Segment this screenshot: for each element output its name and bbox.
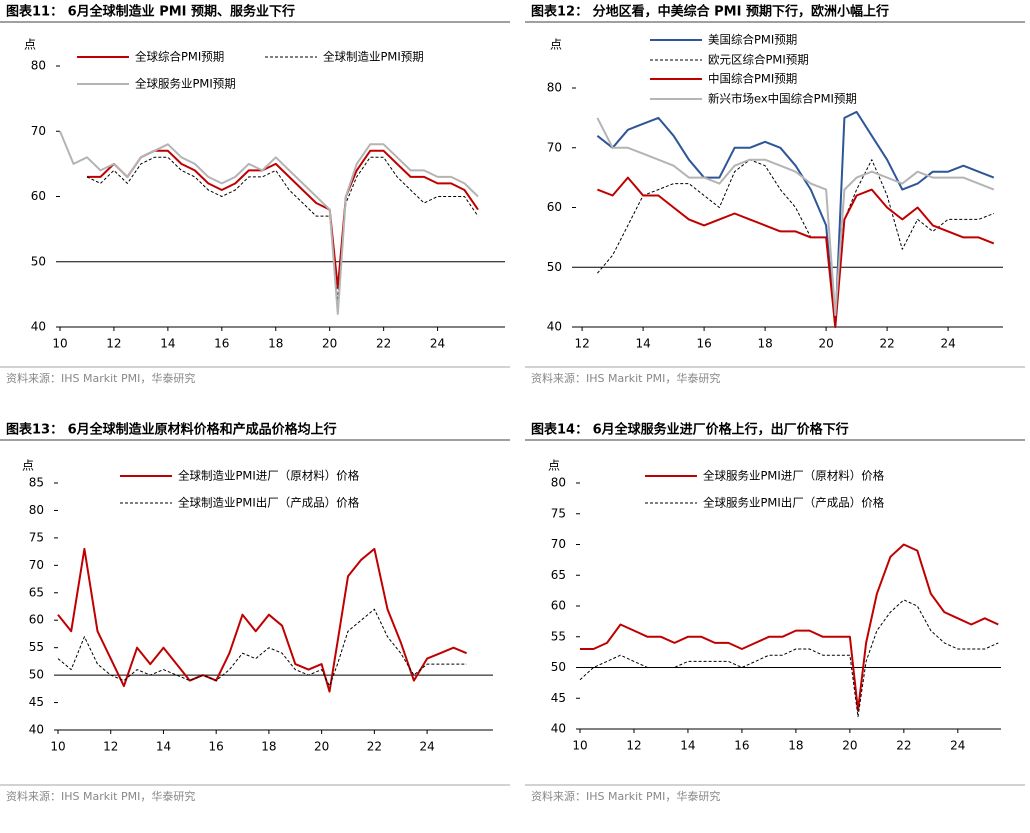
x-tick-label: 14 (680, 739, 695, 753)
x-tick-label: 20 (322, 337, 337, 351)
y-tick-label: 70 (31, 124, 46, 138)
y-tick-label: 45 (551, 691, 566, 705)
x-tick-label: 14 (635, 337, 650, 351)
y-tick-label: 75 (551, 506, 566, 520)
series-line (57, 547, 467, 693)
x-tick-label: 18 (788, 739, 803, 753)
y-tick-label: 50 (551, 660, 566, 674)
legend-label: 全球服务业PMI进厂（原材料）价格 (703, 469, 885, 483)
y-tick-label: 70 (551, 537, 566, 551)
y-tick-label: 50 (547, 260, 562, 274)
y-tick-label: 55 (551, 629, 566, 643)
unit-label: 点 (22, 459, 34, 473)
x-tick-label: 20 (842, 739, 857, 753)
series-line (596, 110, 995, 328)
legend-label: 全球制造业PMI预期 (323, 50, 424, 64)
x-tick-label: 24 (419, 740, 434, 754)
unit-label: 点 (24, 38, 36, 52)
x-tick-label: 14 (156, 740, 171, 754)
x-tick-label: 24 (430, 337, 445, 351)
y-tick-label: 45 (29, 695, 44, 709)
y-tick-label: 70 (547, 140, 562, 154)
y-tick-label: 75 (29, 530, 44, 544)
y-tick-label: 40 (31, 320, 46, 334)
y-tick-label: 60 (31, 189, 46, 203)
series-line (57, 608, 467, 687)
unit-label: 点 (548, 459, 560, 473)
series-line (596, 117, 995, 317)
x-tick-label: 16 (696, 337, 711, 351)
x-tick-label: 12 (574, 337, 589, 351)
x-tick-label: 22 (879, 337, 894, 351)
legend-label: 中国综合PMI预期 (708, 72, 797, 86)
legend-label: 新兴市场ex中国综合PMI预期 (708, 92, 857, 106)
x-tick-label: 24 (940, 337, 955, 351)
legend-label: 全球综合PMI预期 (135, 50, 224, 64)
series-line (579, 599, 999, 718)
y-tick-label: 80 (29, 503, 44, 517)
y-tick-label: 85 (29, 476, 44, 490)
series-line (59, 130, 479, 315)
chart-title: 图表14： 6月全球服务业进厂价格上行，出厂价格下行 (531, 422, 849, 438)
y-tick-label: 60 (547, 200, 562, 214)
x-tick-label: 18 (268, 337, 283, 351)
y-tick-label: 80 (551, 476, 566, 490)
x-tick-label: 12 (106, 337, 121, 351)
x-tick-label: 18 (261, 740, 276, 754)
series-line (597, 159, 994, 328)
legend-label: 全球服务业PMI出厂（产成品）价格 (703, 496, 885, 510)
y-tick-label: 65 (29, 585, 44, 599)
legend-label: 全球服务业PMI预期 (135, 77, 236, 91)
source-note: 资料来源：IHS Markit PMI，华泰研究 (6, 789, 195, 803)
source-note: 资料来源：IHS Markit PMI，华泰研究 (6, 371, 195, 385)
legend-label: 欧元区综合PMI预期 (708, 53, 809, 67)
legend-label: 全球制造业PMI出厂（产成品）价格 (178, 496, 360, 510)
x-tick-label: 16 (214, 337, 229, 351)
x-tick-label: 16 (209, 740, 224, 754)
x-tick-label: 22 (896, 739, 911, 753)
x-tick-label: 22 (376, 337, 391, 351)
y-tick-label: 65 (551, 568, 566, 582)
series-line (597, 176, 995, 328)
y-tick-label: 50 (29, 668, 44, 682)
x-tick-label: 12 (103, 740, 118, 754)
x-tick-label: 16 (734, 739, 749, 753)
y-tick-label: 55 (29, 640, 44, 654)
chart-title: 图表13： 6月全球制造业原材料价格和产成品价格均上行 (6, 422, 337, 438)
series-line (580, 543, 999, 712)
y-tick-label: 40 (29, 723, 44, 737)
y-tick-label: 70 (29, 558, 44, 572)
source-note: 资料来源：IHS Markit PMI，华泰研究 (531, 371, 720, 385)
y-tick-label: 80 (547, 81, 562, 95)
chart-title: 图表12： 分地区看，中美综合 PMI 预期下行，欧洲小幅上行 (531, 4, 889, 20)
legend-label: 全球制造业PMI进厂（原材料）价格 (178, 469, 360, 483)
x-tick-label: 10 (52, 337, 67, 351)
x-tick-label: 12 (626, 739, 641, 753)
x-tick-label: 22 (367, 740, 382, 754)
legend-label: 美国综合PMI预期 (708, 33, 797, 47)
chart-title: 图表11： 6月全球制造业 PMI 预期、服务业下行 (6, 4, 295, 20)
y-tick-label: 80 (31, 59, 46, 73)
y-tick-label: 60 (551, 599, 566, 613)
x-tick-label: 24 (950, 739, 965, 753)
y-tick-label: 60 (29, 613, 44, 627)
x-tick-label: 18 (757, 337, 772, 351)
series-line (86, 156, 479, 302)
y-tick-label: 40 (551, 722, 566, 736)
source-note: 资料来源：IHS Markit PMI，华泰研究 (531, 789, 720, 803)
x-tick-label: 10 (572, 739, 587, 753)
x-tick-label: 20 (314, 740, 329, 754)
unit-label: 点 (550, 38, 562, 52)
x-tick-label: 14 (160, 337, 175, 351)
y-tick-label: 40 (547, 320, 562, 334)
y-tick-label: 50 (31, 254, 46, 268)
x-tick-label: 20 (818, 337, 833, 351)
x-tick-label: 10 (50, 740, 65, 754)
